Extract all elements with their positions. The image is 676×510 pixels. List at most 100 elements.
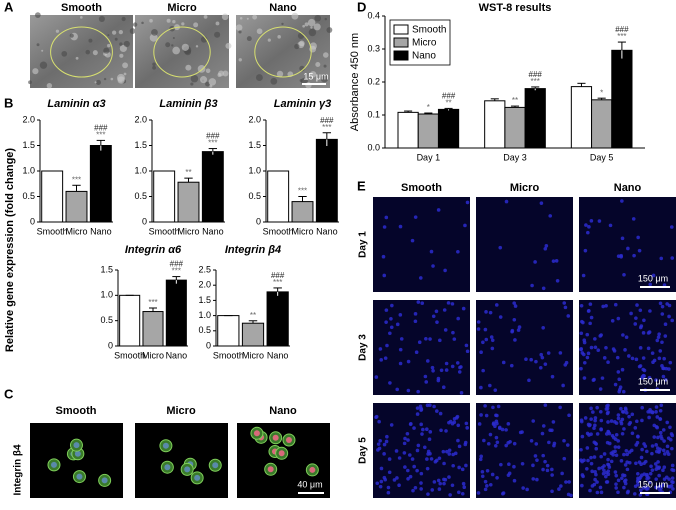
nucleus xyxy=(606,429,610,434)
nucleus xyxy=(419,408,423,412)
nucleus xyxy=(398,313,403,317)
nucleus xyxy=(253,430,260,437)
bar xyxy=(611,49,633,149)
y-tick-label: 1.5 xyxy=(198,295,211,305)
nucleus xyxy=(557,487,561,491)
nucleus xyxy=(422,445,427,450)
nucleus xyxy=(382,475,387,480)
nucleus xyxy=(620,431,625,436)
nucleus xyxy=(647,375,652,380)
nucleus xyxy=(481,340,485,345)
texture xyxy=(88,38,93,43)
nucleus xyxy=(652,435,657,439)
fluorescence-image xyxy=(30,423,123,498)
nucleus xyxy=(506,441,511,445)
x-tick-label: Nano xyxy=(90,226,112,236)
texture xyxy=(185,64,192,71)
legend-swatch xyxy=(393,37,409,48)
significance-label: ** xyxy=(445,99,451,108)
nucleus xyxy=(398,361,403,366)
nucleus xyxy=(493,388,498,392)
nucleus xyxy=(669,483,674,488)
nucleus xyxy=(626,489,630,494)
nucleus xyxy=(397,456,402,460)
texture xyxy=(79,16,83,19)
nucleus xyxy=(460,491,465,496)
bar xyxy=(65,190,88,223)
y-tick-label: 1.5 xyxy=(134,140,147,150)
nucleus xyxy=(658,417,662,421)
nucleus xyxy=(656,460,660,464)
nucleus xyxy=(438,481,442,486)
nucleus xyxy=(658,430,663,435)
nucleus xyxy=(638,493,643,497)
texture xyxy=(119,42,123,46)
nucleus xyxy=(374,415,378,420)
nucleus xyxy=(490,472,495,477)
nucleus xyxy=(604,345,608,350)
nucleus xyxy=(550,473,554,477)
nucleus xyxy=(589,406,593,411)
texture xyxy=(152,62,156,66)
nucleus xyxy=(655,338,660,343)
nucleus xyxy=(476,327,481,331)
y-tick-label: 0.2 xyxy=(367,76,380,86)
nucleus xyxy=(639,455,644,460)
texture xyxy=(320,74,329,83)
nucleus xyxy=(627,461,632,465)
texture xyxy=(246,17,249,20)
texture xyxy=(297,32,305,39)
nucleus xyxy=(622,452,626,457)
nucleus xyxy=(499,462,503,467)
nucleus xyxy=(446,301,451,305)
x-tick-label: Micro xyxy=(242,350,264,360)
nucleus xyxy=(604,474,608,479)
nucleus xyxy=(639,462,643,467)
nucleus xyxy=(650,468,655,472)
nucleus xyxy=(670,318,674,323)
bar xyxy=(591,99,613,149)
nucleus xyxy=(616,370,621,374)
significance-label: ### xyxy=(170,260,184,269)
nucleus xyxy=(444,368,449,372)
nucleus xyxy=(419,487,423,491)
nucleus xyxy=(485,468,490,473)
nucleus xyxy=(411,488,415,493)
texture xyxy=(304,22,309,27)
texture xyxy=(98,15,105,22)
nucleus xyxy=(459,391,464,395)
nucleus xyxy=(531,477,536,481)
texture xyxy=(270,77,278,85)
nucleus xyxy=(579,366,583,371)
nuclei-image xyxy=(579,197,676,292)
nucleus xyxy=(413,319,418,324)
nucleus xyxy=(420,301,425,305)
nucleus xyxy=(669,432,674,436)
nucleus xyxy=(595,432,600,436)
x-tick-label: Day 3 xyxy=(503,152,527,162)
nucleus xyxy=(452,420,457,425)
significance-label: ### xyxy=(94,124,108,133)
nucleus xyxy=(661,374,666,379)
nucleus xyxy=(403,465,407,469)
nucleus xyxy=(585,431,590,436)
nucleus xyxy=(613,445,618,449)
nucleus xyxy=(599,418,604,423)
significance-label: * xyxy=(600,88,603,97)
texture xyxy=(310,26,313,29)
nucleus xyxy=(521,486,525,490)
nucleus xyxy=(661,468,665,473)
nucleus xyxy=(582,352,586,357)
nucleus xyxy=(616,478,621,483)
texture xyxy=(302,24,306,28)
nucleus xyxy=(520,430,524,434)
nucleus xyxy=(613,302,618,307)
nucleus xyxy=(635,479,640,484)
texture xyxy=(141,21,144,25)
nucleus xyxy=(624,448,629,453)
bar xyxy=(266,291,289,347)
nucleus xyxy=(387,470,392,475)
column-label: Nano xyxy=(614,182,642,194)
nucleus xyxy=(650,410,655,414)
y-tick-label: 0 xyxy=(142,216,147,226)
